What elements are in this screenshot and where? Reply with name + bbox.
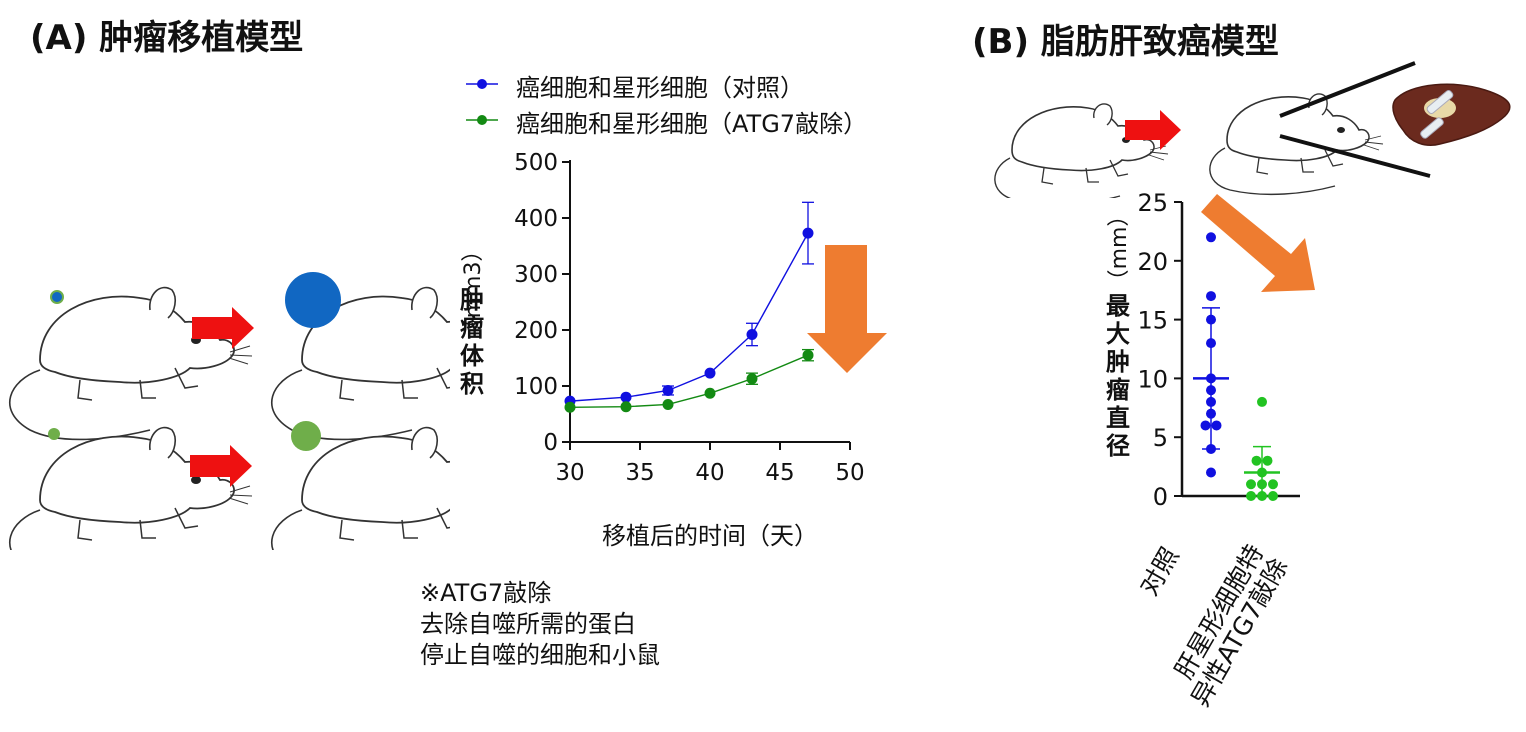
red-arrow-icon — [192, 307, 254, 349]
y-tick-label: 0 — [543, 430, 558, 456]
tumor-medium-knockout — [291, 421, 321, 451]
y-axis-label: 最大肿瘤直径 — [1106, 292, 1131, 460]
data-point — [1246, 491, 1256, 501]
data-point — [620, 391, 632, 403]
data-point — [704, 387, 716, 399]
data-point — [1200, 420, 1211, 431]
data-point — [1268, 479, 1278, 490]
zoom-line — [1279, 61, 1416, 118]
y-axis-label: 肿瘤体积 — [460, 286, 485, 398]
data-point — [1206, 467, 1216, 478]
tumor-large-control — [285, 272, 341, 328]
zoom-line — [1279, 134, 1431, 178]
data-point — [802, 349, 814, 361]
data-point — [1257, 396, 1267, 407]
y-tick-label: 5 — [1153, 424, 1168, 452]
atg7-note: ※ATG7敲除 去除自噬所需的蛋白 停止自噬的细胞和小鼠 — [420, 578, 660, 671]
series-line-0 — [569, 232, 809, 402]
red-arrow-icon — [1125, 110, 1181, 150]
orange-diagonal-arrow-icon — [1201, 194, 1315, 292]
fatty-liver-illustration — [994, 61, 1511, 198]
note-line: 去除自噬所需的蛋白 — [420, 610, 636, 638]
data-point — [1211, 420, 1222, 431]
orange-down-arrow-icon — [807, 245, 887, 373]
y-tick-label: 500 — [514, 150, 558, 176]
legend-marker-control — [477, 79, 487, 89]
panel-b-title: (B) 脂肪肝致癌模型 — [972, 22, 1279, 62]
tumor-transplant-illustration — [8, 272, 450, 550]
data-point — [1262, 455, 1273, 466]
y-tick-label: 300 — [514, 262, 558, 288]
x-tick-label: 30 — [555, 460, 584, 486]
mouse-knockout-before — [8, 426, 253, 550]
tumor-volume-chart: 0 100 200 300 400 500 30 35 40 45 50 移植后的时间（天） 肿瘤体积（… — [460, 150, 865, 550]
y-tick-label: 100 — [514, 374, 558, 400]
panel-a-title: (A) 肿瘤移植模型 — [30, 18, 304, 58]
liver-icon — [1392, 83, 1511, 146]
x-axis-label: 移植后的时间（天） — [602, 522, 818, 550]
x-tick-label: 50 — [835, 460, 864, 486]
data-point — [620, 401, 632, 413]
data-point — [564, 401, 576, 413]
y-tick-label: 400 — [514, 206, 558, 232]
note-line: ※ATG7敲除 — [420, 579, 552, 607]
legend-label-control: 癌细胞和星形细胞（对照） — [516, 74, 804, 102]
tumor-small-knockout — [48, 428, 60, 440]
chart-a-legend-markers — [466, 79, 498, 125]
x-tick-label: 45 — [765, 460, 794, 486]
y-tick-label: 15 — [1137, 307, 1168, 335]
note-line: 停止自噬的细胞和小鼠 — [420, 641, 660, 669]
tumor-small-control — [50, 290, 64, 304]
y-axis-unit: （mm） — [1107, 205, 1132, 292]
data-point — [802, 227, 814, 239]
series-line-1 — [569, 354, 809, 408]
data-point — [1246, 479, 1256, 490]
y-tick-label: 0 — [1153, 483, 1168, 511]
legend-marker-knockout — [477, 115, 487, 125]
max-tumor-diameter-chart: 0 5 10 15 20 25 最大肿瘤直径（mm） — [1106, 189, 1300, 511]
y-tick-label: 25 — [1137, 189, 1168, 217]
data-point — [746, 373, 758, 385]
y-tick-label: 20 — [1137, 248, 1168, 276]
data-point — [662, 398, 674, 410]
data-point — [662, 384, 674, 396]
x-tick-label: 35 — [625, 460, 654, 486]
red-arrow-icon — [190, 445, 252, 487]
data-point — [1268, 491, 1278, 501]
x-tick-label: 40 — [695, 460, 724, 486]
y-tick-label: 10 — [1137, 365, 1168, 393]
legend-label-knockout: 癌细胞和星形细胞（ATG7敲除） — [516, 110, 868, 138]
y-tick-label: 200 — [514, 318, 558, 344]
data-point — [1206, 291, 1216, 302]
y-axis-unit: （mm3） — [461, 240, 486, 341]
mouse-control-before — [8, 286, 253, 441]
data-point — [1206, 232, 1216, 243]
data-point — [746, 328, 758, 340]
data-point — [1251, 455, 1262, 466]
data-point — [704, 367, 716, 379]
